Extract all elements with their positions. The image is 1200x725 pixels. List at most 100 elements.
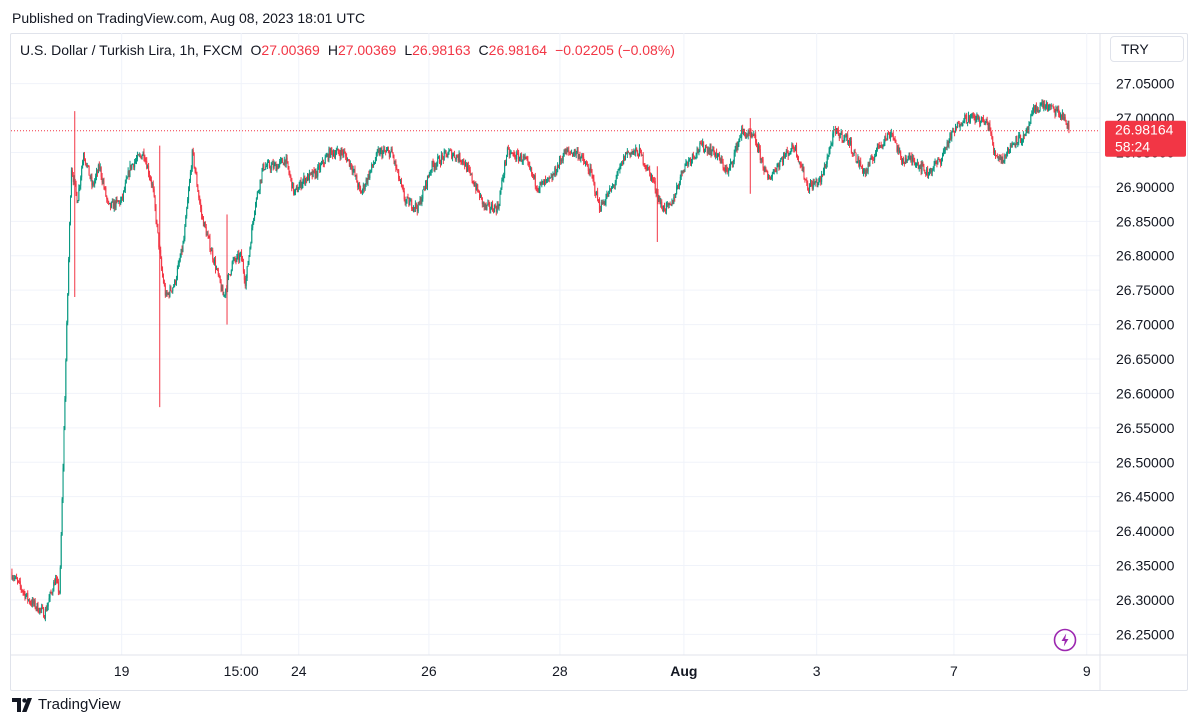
candle-body bbox=[535, 185, 537, 188]
candle-body bbox=[659, 197, 661, 204]
candle-body bbox=[400, 180, 402, 186]
candle-body bbox=[355, 175, 357, 177]
candle-body bbox=[251, 227, 253, 244]
candle-body bbox=[443, 151, 445, 160]
candle-body bbox=[75, 183, 77, 193]
candle-body bbox=[618, 169, 620, 171]
candle-body bbox=[1014, 143, 1016, 145]
candle-body bbox=[1064, 116, 1066, 121]
candle-body bbox=[729, 166, 731, 170]
candle-body bbox=[483, 202, 485, 207]
candle-body bbox=[679, 176, 681, 184]
candle-body bbox=[841, 131, 843, 141]
candle-body bbox=[861, 165, 863, 167]
time-tick-label: 26 bbox=[421, 663, 437, 679]
candle-body bbox=[644, 165, 646, 167]
footer-brand: TradingView bbox=[12, 696, 121, 713]
candle-body bbox=[593, 178, 595, 183]
candle-body bbox=[663, 205, 665, 211]
candle-body bbox=[141, 155, 143, 159]
candle-body bbox=[473, 183, 475, 187]
candle-body bbox=[608, 191, 610, 197]
candle-body bbox=[872, 159, 874, 161]
lightning-icon[interactable] bbox=[1053, 628, 1077, 652]
candle-body bbox=[217, 269, 219, 276]
candle-body bbox=[515, 158, 517, 160]
candle-body bbox=[793, 148, 795, 150]
candle-body bbox=[131, 164, 133, 169]
candle-body bbox=[215, 259, 217, 270]
candle-body bbox=[939, 159, 941, 162]
candle-body bbox=[834, 129, 836, 131]
candle-body bbox=[681, 170, 683, 174]
candle-body bbox=[709, 147, 711, 155]
candle-body bbox=[1010, 145, 1012, 147]
candle-body bbox=[783, 154, 785, 163]
candle-body bbox=[96, 171, 98, 177]
candle-body bbox=[463, 159, 465, 164]
candle-body bbox=[335, 150, 337, 154]
candle-body bbox=[400, 180, 402, 182]
candle-body bbox=[609, 188, 611, 192]
candle-body bbox=[439, 156, 441, 164]
candle-body bbox=[254, 211, 256, 219]
candle-body bbox=[403, 191, 405, 200]
candle-body bbox=[218, 275, 220, 277]
candle-body bbox=[883, 142, 885, 145]
candle-body bbox=[774, 170, 776, 172]
legend-symbol: U.S. Dollar / Turkish Lira, 1h, FXCM bbox=[20, 42, 243, 58]
candle-body bbox=[799, 161, 801, 166]
candle-body bbox=[787, 151, 789, 156]
candle-body bbox=[182, 242, 184, 252]
candle-body bbox=[410, 200, 412, 202]
candle-body bbox=[685, 162, 687, 165]
candle-body bbox=[449, 150, 451, 152]
candle-body bbox=[842, 140, 844, 142]
candle-body bbox=[429, 171, 431, 176]
price-tick-label: 26.25000 bbox=[1116, 626, 1175, 642]
candle-body bbox=[327, 154, 329, 160]
candle-body bbox=[996, 155, 998, 159]
candle-body bbox=[109, 202, 111, 204]
candle-body bbox=[56, 579, 58, 582]
candle-body bbox=[1031, 114, 1033, 116]
candle-body bbox=[344, 151, 346, 154]
candle-body bbox=[58, 591, 60, 593]
candle-body bbox=[20, 586, 22, 590]
candle-body bbox=[27, 593, 29, 600]
candle-body bbox=[312, 170, 314, 177]
candle-body bbox=[743, 130, 745, 134]
candle-body bbox=[915, 164, 917, 166]
candle-body bbox=[279, 161, 281, 165]
candle-body bbox=[553, 174, 555, 176]
candle-body bbox=[626, 151, 628, 154]
candle-body bbox=[370, 169, 372, 172]
candle-body bbox=[485, 204, 487, 208]
candle-body bbox=[676, 186, 678, 194]
candle-body bbox=[965, 114, 967, 116]
candle-body bbox=[997, 157, 999, 159]
candle-body bbox=[289, 173, 291, 176]
candle-body bbox=[210, 250, 212, 252]
candle-body bbox=[776, 165, 778, 172]
candle-body bbox=[840, 131, 842, 135]
candle-body bbox=[1040, 104, 1042, 106]
candle-body bbox=[893, 137, 895, 139]
candle-body bbox=[147, 166, 149, 169]
candle-body bbox=[457, 157, 459, 161]
candle-body bbox=[116, 199, 118, 201]
candle-body bbox=[380, 149, 382, 151]
candle-body bbox=[876, 143, 878, 149]
candle-body bbox=[524, 157, 526, 159]
candle-body bbox=[695, 155, 697, 158]
candle-body bbox=[104, 187, 106, 189]
candle-body bbox=[304, 176, 306, 184]
candle-body bbox=[321, 160, 323, 164]
candle-body bbox=[453, 153, 455, 158]
currency-button[interactable]: TRY bbox=[1110, 36, 1184, 62]
candle-body bbox=[215, 268, 217, 270]
candle-body bbox=[192, 150, 194, 154]
candle-body bbox=[999, 157, 1001, 160]
candle-body bbox=[307, 174, 309, 181]
